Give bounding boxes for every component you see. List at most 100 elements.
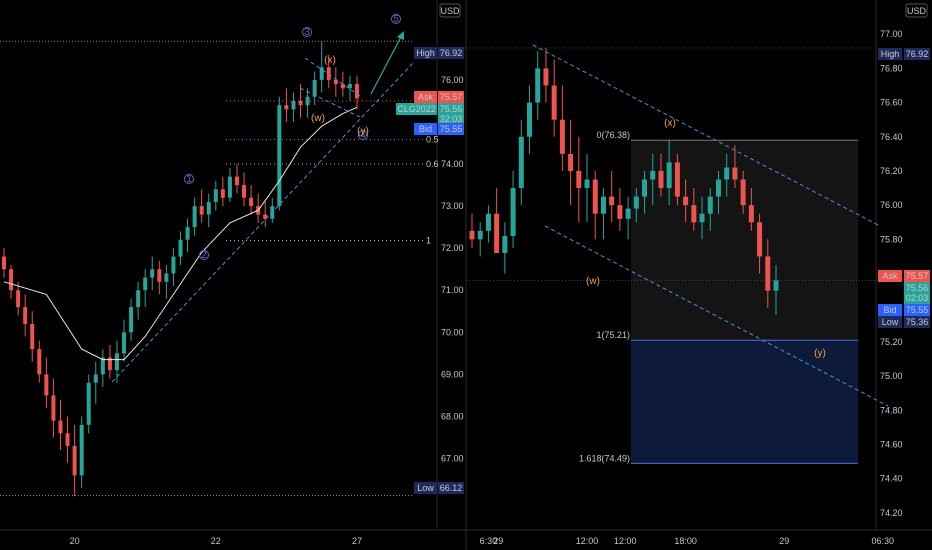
candle-body xyxy=(485,213,491,231)
left-symbol-value-box xyxy=(438,103,464,125)
candle-body xyxy=(333,79,338,85)
left-price-tick-label: 67.00 xyxy=(441,453,464,463)
left-moving-average-line xyxy=(3,106,358,361)
right-price-tick-label: 77.00 xyxy=(880,29,903,39)
candle-body xyxy=(699,213,705,223)
right-low-label-box xyxy=(878,316,902,328)
right-wave-x-label: (x) xyxy=(664,118,676,129)
right-bid-label-box xyxy=(878,304,902,316)
right-fib-level-label: 1(75.21) xyxy=(596,330,630,340)
candle-body xyxy=(305,96,310,106)
left-ask-value-box xyxy=(438,91,464,103)
candle-body xyxy=(234,176,239,186)
candle-body xyxy=(263,214,268,219)
candle-body xyxy=(65,433,70,446)
right-wave-labels: (x) (w) (y) xyxy=(586,118,826,359)
right-currency-label: USD xyxy=(907,6,927,16)
right-last-price-box xyxy=(904,282,930,304)
left-symbol-badge: CLG2022 75.56 32:03 xyxy=(396,103,464,125)
right-fib-level-label: 1.618(74.49) xyxy=(579,453,630,463)
wave-1-label: 1 xyxy=(186,174,192,185)
candle-body xyxy=(93,374,98,383)
candle-body xyxy=(192,206,197,228)
left-price-tick-label: 68.00 xyxy=(441,411,464,421)
candle-body xyxy=(164,273,169,282)
right-price-tick-label: 75.80 xyxy=(880,234,903,244)
candle-body xyxy=(609,196,615,206)
wave-y-label: (y) xyxy=(357,126,369,137)
right-channel-lower-line xyxy=(544,225,889,407)
right-time-tick-label: 12:00 xyxy=(576,536,599,546)
left-price-tick-label: 74.00 xyxy=(441,159,464,169)
right-chart-panel[interactable]: 0(76.38) 1(75.21) 1.618(74.49) (x) (w) (y)… xyxy=(466,0,932,546)
candle-body xyxy=(477,230,483,240)
right-time-tick-label: 6:30 xyxy=(480,536,498,546)
left-bid-label: Bid xyxy=(419,124,432,134)
candle-body xyxy=(625,208,631,219)
candle-body xyxy=(502,235,508,254)
right-channel-lines xyxy=(532,44,889,407)
right-ask-badge: Ask 75.57 xyxy=(878,270,930,282)
candle-body xyxy=(72,445,77,476)
right-wave-y-label: (y) xyxy=(814,348,826,359)
right-channel-upper-line xyxy=(532,44,881,227)
candle-body xyxy=(527,102,533,137)
candle-body xyxy=(543,68,549,86)
right-price-tick-label: 76.20 xyxy=(880,166,903,176)
candle-body xyxy=(199,206,204,215)
wave-w-label: (w) xyxy=(311,113,325,124)
candle-body xyxy=(617,205,623,219)
left-trendlines xyxy=(111,57,415,383)
wave-x-label: (x) xyxy=(324,55,336,66)
right-countdown: 02:03 xyxy=(906,293,929,303)
left-price-tick-label: 70.00 xyxy=(441,327,464,337)
left-low-label-box xyxy=(414,482,437,494)
left-price-tick-label: 72.00 xyxy=(441,243,464,253)
candle-body xyxy=(122,332,127,354)
candle-body xyxy=(732,167,738,180)
left-low-label: Low xyxy=(417,483,434,493)
candle-body xyxy=(551,85,557,120)
right-time-tick-label: 29 xyxy=(779,536,789,546)
arrowhead-icon xyxy=(397,31,404,40)
left-currency-badge[interactable]: USD xyxy=(439,3,461,18)
candle-body xyxy=(683,196,689,206)
left-high-badge: High 76.92 xyxy=(414,47,464,59)
left-time-tick-label: 29 xyxy=(493,536,503,546)
right-high-value: 76.92 xyxy=(906,49,929,59)
left-ask-badge: Ask 75.57 xyxy=(414,91,464,103)
wave-5-label: 5 xyxy=(393,14,399,25)
right-candles xyxy=(469,47,779,315)
candle-body xyxy=(584,179,590,189)
candle-body xyxy=(44,374,49,396)
right-last-price-badge: 75.56 02:03 xyxy=(904,282,930,304)
right-price-tick-label: 75.20 xyxy=(880,337,903,347)
candle-body xyxy=(213,189,218,202)
candle-body xyxy=(724,167,730,180)
candle-body xyxy=(691,205,697,223)
left-countdown: 32:03 xyxy=(440,114,463,124)
right-price-tick-label: 75.00 xyxy=(880,371,903,381)
candle-body xyxy=(242,185,247,198)
candle-body xyxy=(312,79,317,97)
right-high-label: High xyxy=(881,49,900,59)
left-low-value: 66.12 xyxy=(440,483,463,493)
right-fib-level-label: 0(76.38) xyxy=(596,130,630,140)
right-time-tick-label: 18:00 xyxy=(674,536,697,546)
wave-4-label: 4 xyxy=(360,130,366,141)
right-low-label: Low xyxy=(882,317,899,327)
left-wedge-lower-line xyxy=(299,87,363,119)
left-price-tick-label: 69.00 xyxy=(441,369,464,379)
left-time-axis[interactable]: 20 22 27 29 12:00 xyxy=(70,536,637,546)
right-ask-value: 75.57 xyxy=(906,271,929,281)
candle-body xyxy=(773,280,779,291)
right-price-tick-label: 76.00 xyxy=(880,200,903,210)
left-fib-label: 1 xyxy=(426,236,431,246)
candle-body xyxy=(143,277,148,291)
right-currency-badge-box xyxy=(905,3,928,18)
candle-body xyxy=(559,119,565,154)
right-currency-badge[interactable]: USD xyxy=(905,3,928,18)
left-currency-label: USD xyxy=(440,6,460,16)
